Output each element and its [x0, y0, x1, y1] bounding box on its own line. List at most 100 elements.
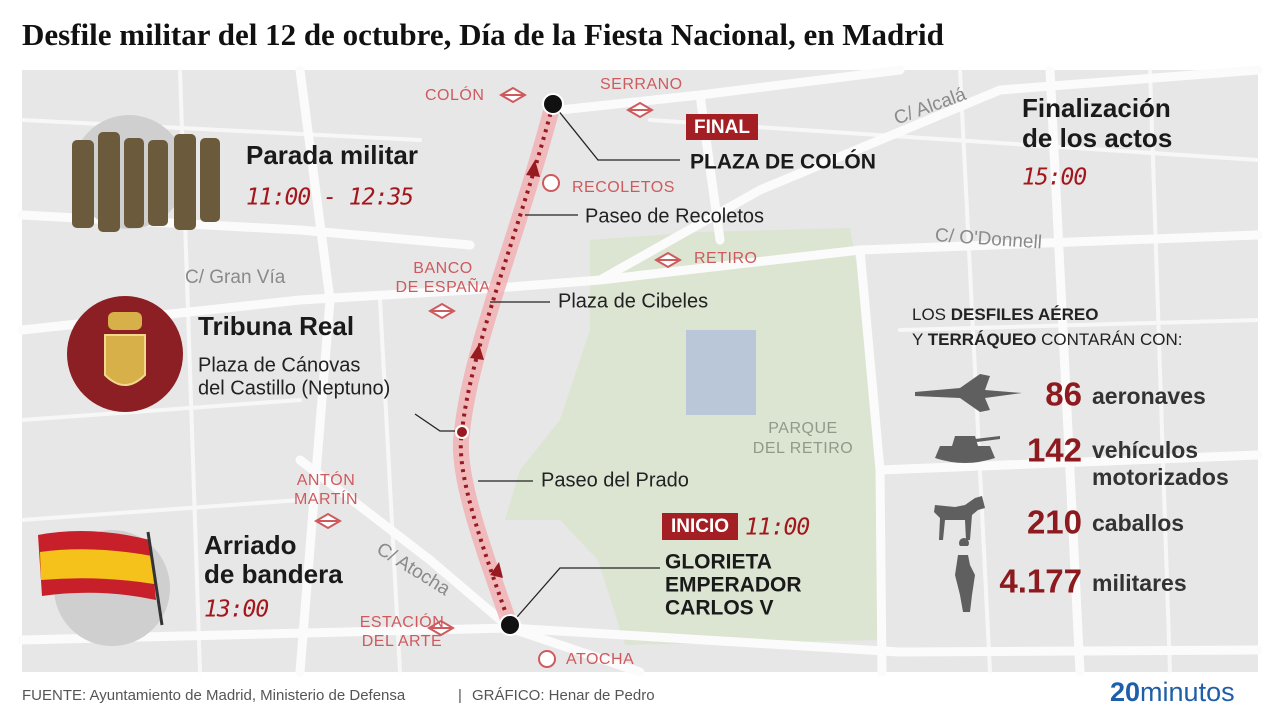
- closing-time: 15:00: [1022, 165, 1086, 191]
- stat-label: vehículos: [1092, 437, 1198, 463]
- end-point: [542, 93, 564, 115]
- tank-icon: [935, 436, 1000, 463]
- stats-heading: LOS DESFILES AÉREO: [912, 305, 1098, 324]
- soldier-icon: [955, 538, 975, 612]
- minor-street: [20, 68, 1260, 674]
- stat-label: militares: [1092, 570, 1187, 596]
- heading-part: Y: [912, 330, 928, 349]
- title: Desfile militar del 12 de octubre, Día d…: [22, 17, 944, 52]
- station-label: ESTACIÓN: [360, 612, 445, 631]
- leader-line: [509, 567, 660, 626]
- station-label: COLÓN: [425, 85, 484, 104]
- horse-icon: [934, 496, 985, 540]
- station-label: DEL ARTE: [362, 633, 442, 650]
- logo: 20minutos: [1110, 677, 1235, 707]
- start-place: EMPERADOR: [665, 574, 802, 597]
- event-place: del Castillo (Neptuno): [198, 377, 390, 399]
- shape: [98, 132, 120, 232]
- shape: [148, 140, 168, 226]
- tag-box: [662, 513, 738, 540]
- route-label: Paseo de Recoletos: [585, 205, 764, 227]
- stat-number: 210: [1027, 504, 1082, 541]
- event-time: 11:00 - 12:35: [246, 185, 413, 211]
- soldiers-icon: [72, 115, 220, 232]
- streets: [17, 65, 1263, 677]
- station-label: RETIRO: [694, 250, 757, 267]
- crown: [108, 312, 142, 330]
- event-title: Arriado: [204, 530, 296, 560]
- metro-icon: [428, 302, 456, 320]
- street-label: C/ Gran Vía: [185, 267, 286, 288]
- shape: [124, 138, 144, 228]
- station-label: ANTÓN: [297, 470, 356, 489]
- start-place: CARLOS V: [665, 597, 774, 620]
- route-label: Plaza de Cibeles: [558, 290, 708, 312]
- stat-number: 86: [1045, 376, 1082, 413]
- tag-box: [686, 114, 758, 140]
- stat-label: motorizados: [1092, 464, 1229, 490]
- end-place: PLAZA DE COLÓN: [690, 150, 876, 174]
- flag-icon: [38, 530, 170, 646]
- route-label: Paseo del Prado: [541, 469, 689, 491]
- stat-label: aeronaves: [1092, 383, 1206, 409]
- closing-title: de los actos: [1022, 123, 1172, 153]
- event-title: Parada militar: [246, 140, 418, 170]
- route-arrow: [490, 562, 503, 578]
- shape: [72, 140, 94, 228]
- event-title: Tribuna Real: [198, 311, 354, 341]
- park-label: PARQUE: [768, 420, 837, 437]
- coat-of-arms-icon: [67, 296, 183, 412]
- event-place: Plaza de Cánovas: [198, 354, 360, 376]
- metro-icon: [654, 251, 682, 269]
- station-label: RECOLETOS: [572, 179, 675, 196]
- start-point: [499, 614, 521, 636]
- pond: [686, 330, 756, 415]
- start-place: GLORIETA: [665, 551, 772, 574]
- street: [595, 65, 1263, 285]
- park-area: [505, 228, 882, 645]
- street: [295, 65, 335, 677]
- train-icon: [542, 174, 560, 192]
- station-label: MARTÍN: [294, 489, 358, 508]
- leader-line: [552, 103, 680, 161]
- logo-part: minutos: [1140, 677, 1235, 707]
- soldiers: [72, 132, 220, 232]
- station-label: SERRANO: [600, 76, 683, 93]
- stats-heading: Y TERRÁQUEO CONTARÁN CON:: [912, 330, 1182, 349]
- route-arrow: [526, 160, 540, 177]
- train-icon: [538, 650, 556, 668]
- flag-pole: [146, 531, 164, 626]
- route-arrow: [470, 344, 484, 360]
- station-label: ATOCHA: [566, 651, 634, 668]
- stat-number: 142: [1027, 432, 1082, 469]
- flag-stripe: [40, 549, 154, 584]
- street: [1045, 65, 1085, 677]
- heading-part: LOS: [912, 305, 951, 324]
- minor-streets: [20, 68, 1260, 674]
- shield: [104, 334, 146, 386]
- stat-number: 4.177: [999, 563, 1082, 600]
- metro-icon: [499, 86, 527, 104]
- shape: [200, 138, 220, 222]
- plane-icon: [915, 374, 1022, 412]
- map: [17, 65, 1263, 677]
- station-label: DE ESPAÑA: [396, 276, 491, 296]
- route-line: [458, 103, 555, 626]
- start-tag: INICIO: [671, 516, 729, 537]
- footer-credit: GRÁFICO: Henar de Pedro: [472, 687, 655, 704]
- footer-separator: |: [458, 687, 462, 704]
- route: [414, 93, 680, 636]
- metro-icon: [626, 101, 654, 119]
- shape: [174, 134, 196, 230]
- street: [17, 230, 1263, 335]
- metro-icon: [427, 619, 455, 637]
- station-label: BANCO: [413, 260, 472, 277]
- heading-part: DESFILES AÉREO: [951, 305, 1099, 324]
- park-label: DEL RETIRO: [753, 440, 853, 457]
- heading-part: TERRÁQUEO: [928, 330, 1037, 349]
- stat-label: caballos: [1092, 510, 1184, 536]
- event-title: de bandera: [204, 559, 343, 589]
- logo-part: 20: [1110, 677, 1140, 707]
